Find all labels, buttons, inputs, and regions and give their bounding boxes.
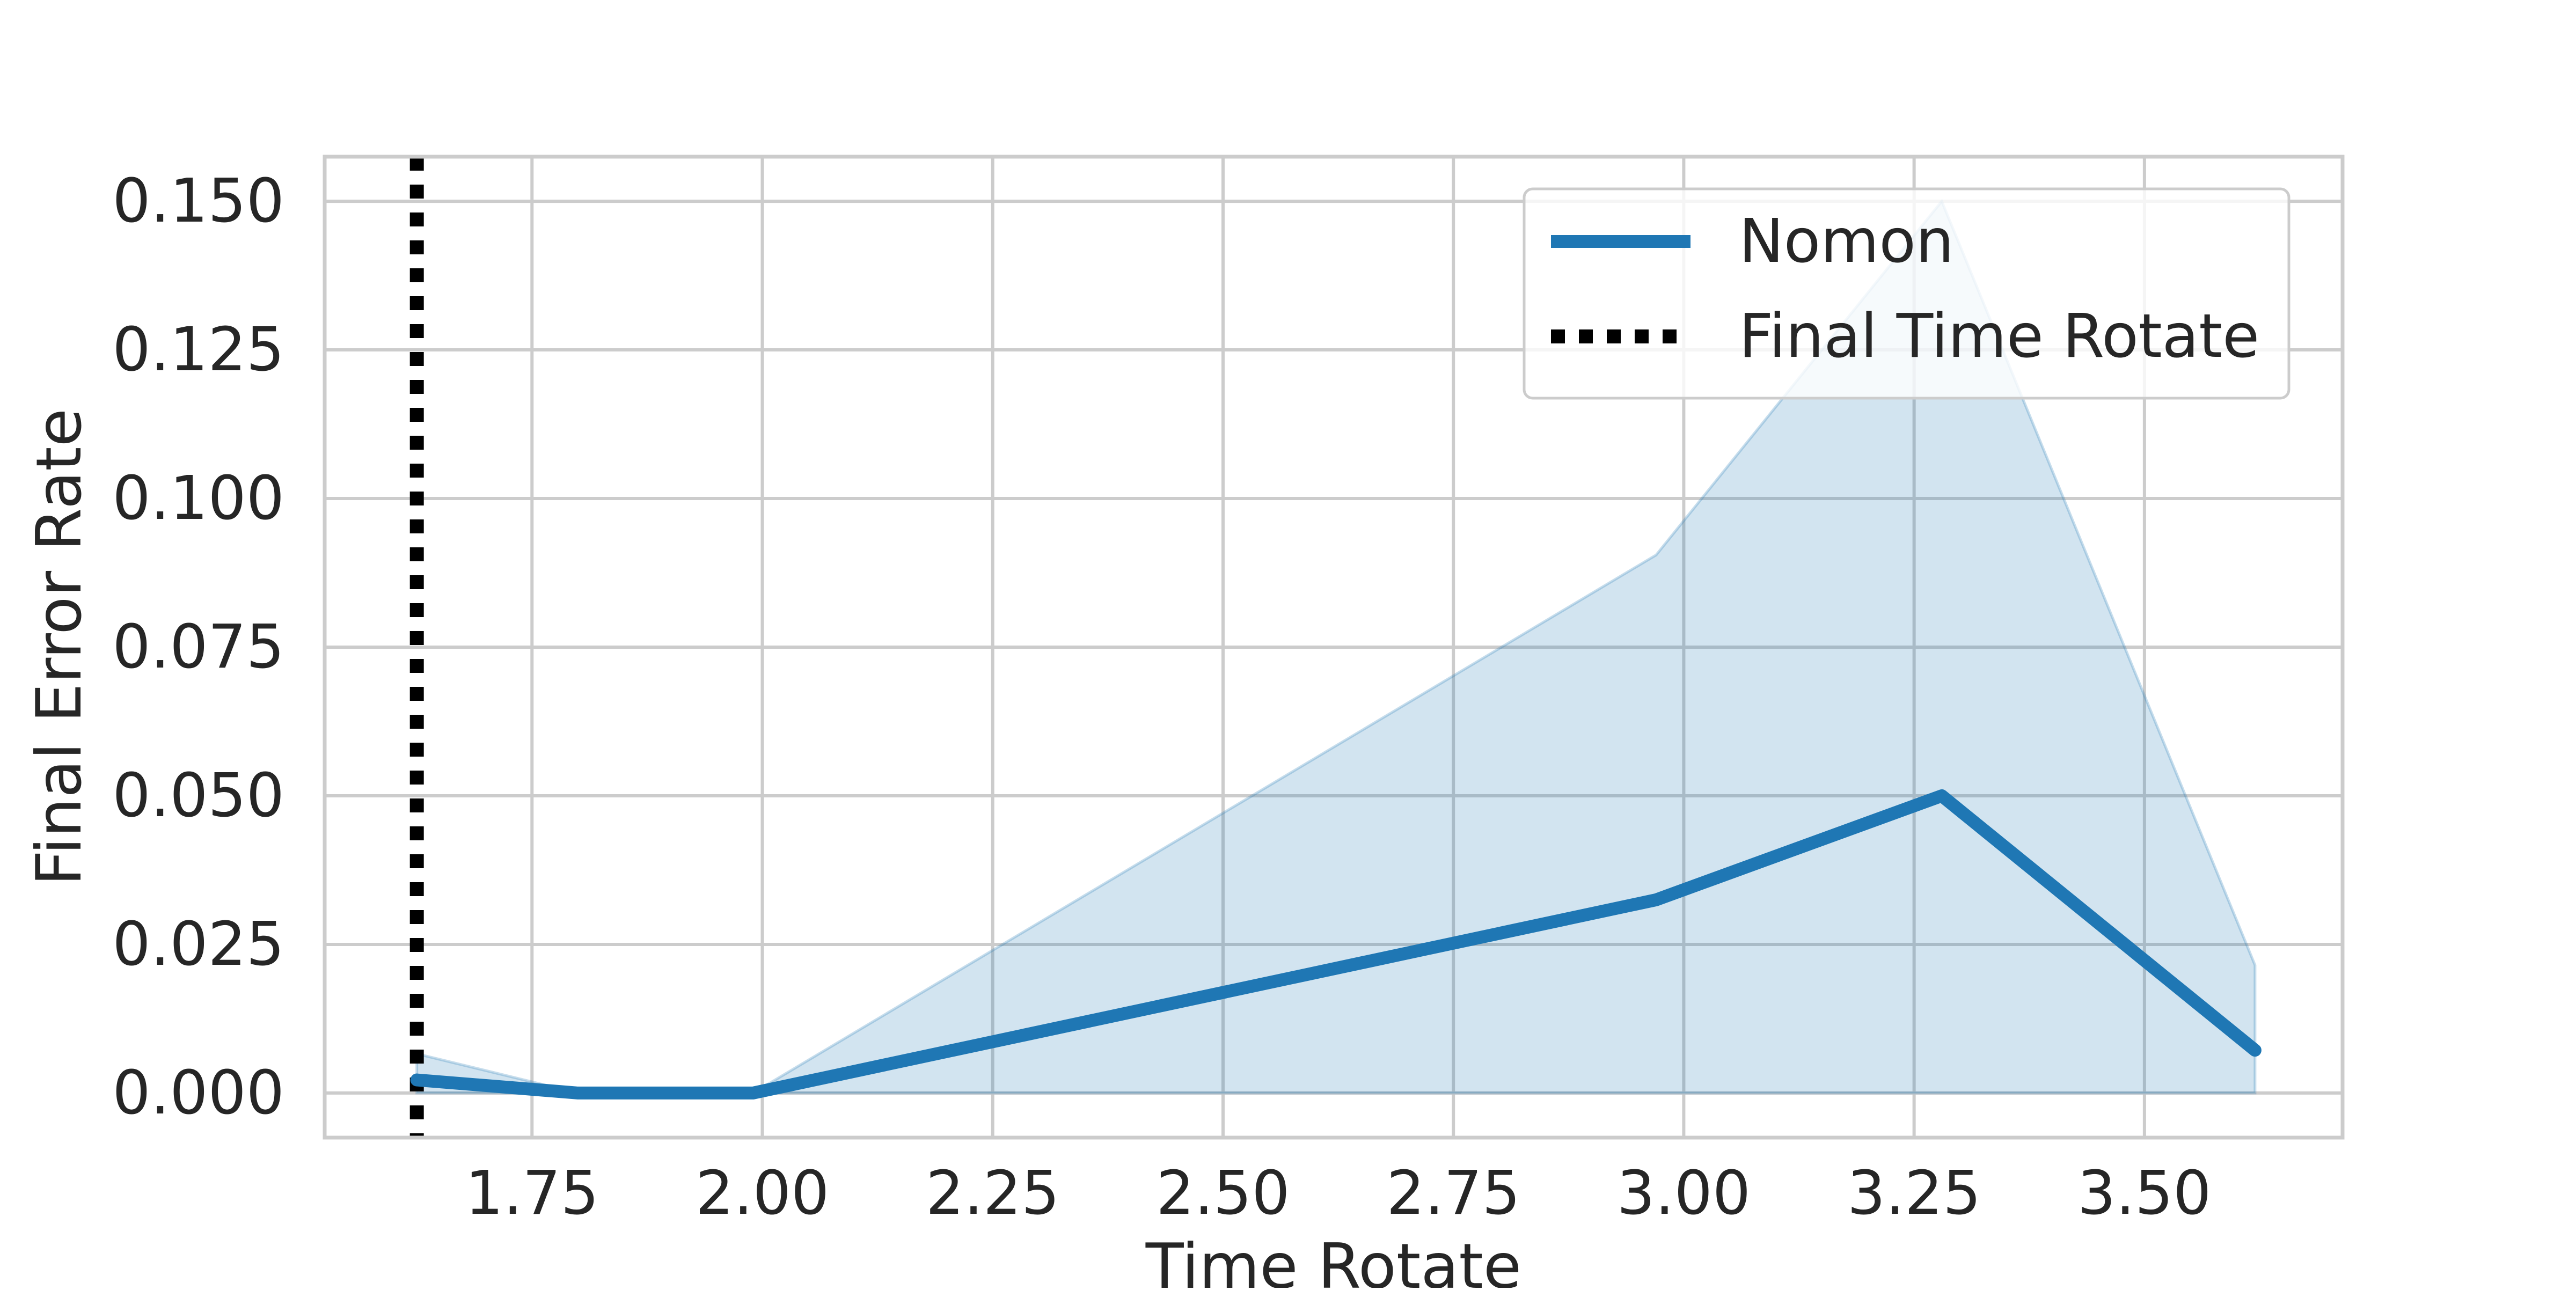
x-tick-label-5: 3.00	[1617, 1159, 1751, 1228]
y-tick-label-6: 0.150	[112, 166, 284, 236]
y-tick-label-5: 0.125	[112, 315, 284, 385]
y-axis-label: Final Error Rate	[23, 408, 96, 886]
y-tick-label-1: 0.025	[112, 910, 284, 979]
x-axis-tick-labels: 1.75 2.00 2.25 2.50 2.75 3.00 3.25 3.50	[465, 1159, 2212, 1228]
y-tick-label-3: 0.075	[112, 612, 284, 682]
legend-box	[1523, 187, 2290, 400]
plot-frame	[323, 155, 2345, 1140]
data-point-0-5	[2255, 1050, 2256, 1051]
data-point-0-2	[752, 1093, 753, 1094]
x-axis-label: Time Rotate	[1145, 1230, 1522, 1288]
y-axis-tick-labels: 0.000 0.025 0.050 0.075 0.100 0.125 0.150	[112, 166, 284, 1128]
series-line-0	[410, 789, 2262, 1100]
data-point-0-1	[577, 1093, 579, 1094]
data-point-0-3	[1656, 899, 1657, 900]
data-point-0-4	[1941, 795, 1942, 796]
legend: Nomon Final Time Rotate	[1523, 187, 2290, 400]
legend-label-final-time-rotate: Final Time Rotate	[1739, 302, 2259, 371]
x-tick-label-1: 2.00	[696, 1159, 829, 1228]
x-tick-label-4: 2.75	[1387, 1159, 1520, 1228]
y-tick-label-4: 0.100	[112, 464, 284, 533]
data-point-0-0	[416, 1080, 418, 1081]
x-tick-label-7: 3.50	[2077, 1159, 2211, 1228]
x-tick-label-3: 2.50	[1156, 1159, 1290, 1228]
x-tick-label-0: 1.75	[465, 1159, 599, 1228]
y-tick-label-2: 0.050	[112, 761, 284, 831]
x-tick-label-2: 2.25	[926, 1159, 1059, 1228]
series-lines	[410, 789, 2262, 1100]
legend-label-nomon: Nomon	[1739, 207, 1954, 276]
x-tick-label-6: 3.25	[1847, 1159, 1981, 1228]
y-tick-label-0: 0.000	[112, 1058, 284, 1128]
